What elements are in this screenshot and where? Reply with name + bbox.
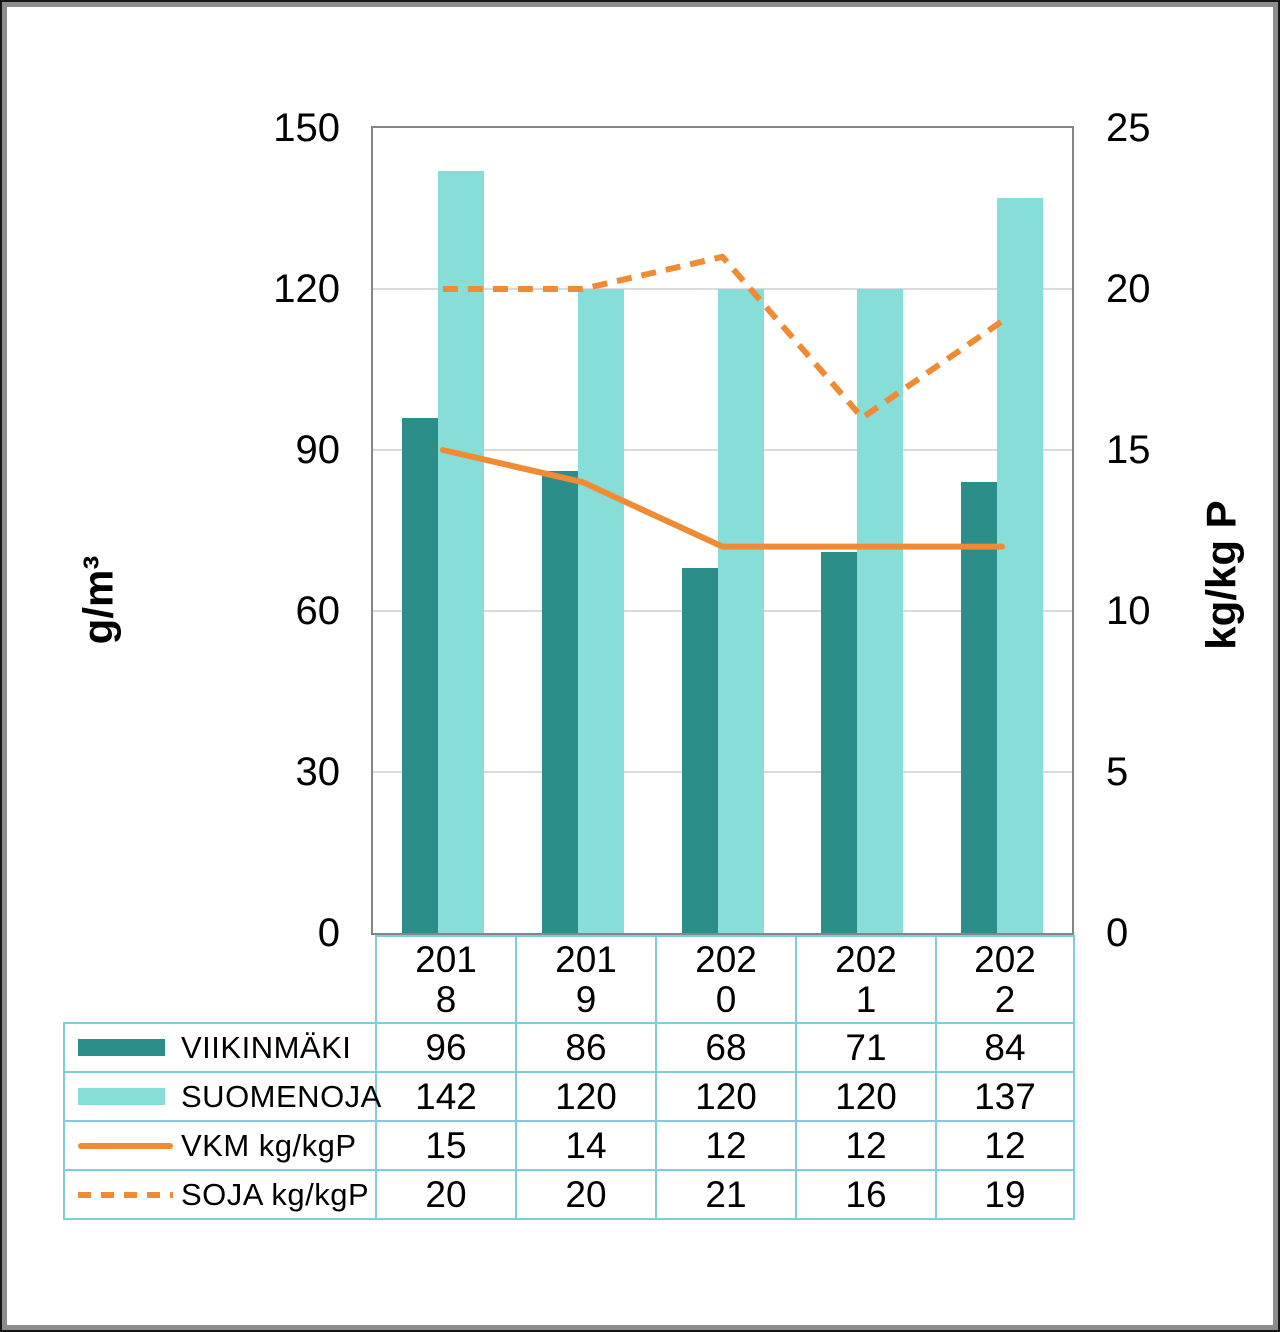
- bar-viikinm-ki-2020: [681, 568, 718, 933]
- value-vkm-kg-kgp-2021: 12: [795, 1120, 937, 1171]
- table-corner-cell: [64, 936, 376, 1023]
- legend-cell-viikinm-ki: VIIKINMÄKI: [63, 1022, 377, 1073]
- table-row-suomenoja: SUOMENOJA 142 120 120 120 137: [63, 1071, 1075, 1122]
- table-header-row: 201 8 201 9 202 0 202 1 202 2: [64, 935, 1075, 1024]
- value-soja-kg-kgp-2021: 16: [795, 1169, 937, 1220]
- bar-viikinm-ki-2021: [821, 551, 858, 933]
- bar-viikinm-ki-2019: [541, 471, 578, 933]
- value-viikinm-ki-2018: 96: [375, 1022, 517, 1073]
- legend-bar-swatch-icon: [78, 1039, 165, 1056]
- legend-inner-vkm-kg-kgp: VKM kg/kgP: [65, 1128, 375, 1164]
- legend-bar-swatch-icon: [78, 1088, 165, 1105]
- value-suomenoja-2021: 120: [795, 1071, 937, 1122]
- legend-swatch-box-viikinm-ki: [78, 1039, 173, 1056]
- data-table: 201 8 201 9 202 0 202 1 202 2 VIIKINMÄKI 96 86 6…: [63, 935, 1075, 1220]
- bar-suomenoja-2022: [997, 197, 1044, 933]
- value-soja-kg-kgp-2022: 19: [935, 1169, 1075, 1220]
- table-header-year-2020: 202 0: [655, 935, 797, 1024]
- value-vkm-kg-kgp-2018: 15: [375, 1120, 517, 1171]
- y-axis-left-tick-30: 30: [295, 750, 341, 794]
- value-suomenoja-2019: 120: [515, 1071, 657, 1122]
- table-row-vkm-kg-kgp: VKM kg/kgP 15 14 12 12 12: [63, 1120, 1075, 1171]
- legend-label-vkm-kg-kgp: VKM kg/kgP: [181, 1127, 357, 1163]
- line-vkm-kg-kgp: [439, 447, 1006, 550]
- bar-suomenoja-2020: [717, 289, 764, 933]
- y-axis-left-tick-90: 90: [295, 428, 341, 472]
- bar-viikinm-ki-2018: [401, 417, 438, 933]
- table-row-soja-kg-kgp: SOJA kg/kgP 20 20 21 16 19: [63, 1169, 1075, 1220]
- bar-suomenoja-2019: [577, 289, 624, 933]
- y-axis-right-tick-20: 20: [1106, 267, 1151, 311]
- table-header-year-2022: 202 2: [935, 935, 1075, 1024]
- y-axis-right-tick-15: 15: [1106, 428, 1151, 472]
- value-soja-kg-kgp-2019: 20: [515, 1169, 657, 1220]
- y-axis-left-tick-120: 120: [273, 267, 340, 311]
- value-viikinm-ki-2022: 84: [935, 1022, 1075, 1073]
- value-vkm-kg-kgp-2020: 12: [655, 1120, 797, 1171]
- bar-suomenoja-2018: [437, 170, 484, 933]
- value-vkm-kg-kgp-2022: 12: [935, 1120, 1075, 1171]
- y-axis-right-tick-5: 5: [1106, 750, 1129, 794]
- bar-viikinm-ki-2022: [961, 482, 998, 933]
- left-axis-title: g/m³: [74, 555, 121, 645]
- y-axis-left-tick-150: 150: [273, 106, 340, 150]
- table-header-year-2019: 201 9: [515, 935, 657, 1024]
- y-axis-right-tick-10: 10: [1106, 589, 1151, 633]
- y-axis-left-tick-60: 60: [295, 589, 341, 633]
- legend-cell-vkm-kg-kgp: VKM kg/kgP: [63, 1120, 377, 1171]
- legend-label-viikinm-ki: VIIKINMÄKI: [181, 1029, 352, 1065]
- value-viikinm-ki-2019: 86: [515, 1022, 657, 1073]
- legend-cell-soja-kg-kgp: SOJA kg/kgP: [63, 1169, 377, 1220]
- y-axis-right-tick-25: 25: [1106, 106, 1151, 150]
- legend-label-suomenoja: SUOMENOJA: [181, 1078, 382, 1114]
- left-axis-title-box: g/m³: [36, 490, 160, 710]
- value-vkm-kg-kgp-2019: 14: [515, 1120, 657, 1171]
- table-header-year-2018: 201 8: [375, 935, 517, 1024]
- line-soja-kg-kgp: [442, 253, 1004, 421]
- y-axis-right-tick-0: 0: [1106, 911, 1129, 955]
- plot-frame: [371, 126, 1074, 935]
- value-suomenoja-2018: 142: [375, 1071, 517, 1122]
- legend-inner-viikinm-ki: VIIKINMÄKI: [65, 1030, 375, 1066]
- legend-swatch-box-soja-kg-kgp: [78, 1191, 173, 1198]
- legend-inner-suomenoja: SUOMENOJA: [65, 1079, 381, 1115]
- legend-cell-suomenoja: SUOMENOJA: [63, 1071, 381, 1122]
- legend-dashed-line-swatch-icon: [78, 1191, 173, 1198]
- legend-swatch-box-vkm-kg-kgp: [78, 1142, 173, 1149]
- legend-solid-line-swatch-icon: [78, 1142, 173, 1149]
- y-axis-left-tick-0: 0: [317, 911, 340, 955]
- line-series-svg: [439, 253, 1006, 550]
- value-soja-kg-kgp-2018: 20: [375, 1169, 517, 1220]
- table-row-viikinm-ki: VIIKINMÄKI 96 86 68 71 84: [63, 1022, 1075, 1073]
- value-suomenoja-2022: 137: [935, 1071, 1075, 1122]
- value-viikinm-ki-2020: 68: [655, 1022, 797, 1073]
- legend-swatch-box-suomenoja: [78, 1088, 173, 1105]
- table-header-year-2021: 202 1: [795, 935, 937, 1024]
- value-suomenoja-2020: 120: [655, 1071, 797, 1122]
- legend-label-soja-kg-kgp: SOJA kg/kgP: [181, 1176, 370, 1212]
- value-soja-kg-kgp-2020: 21: [655, 1169, 797, 1220]
- legend-inner-soja-kg-kgp: SOJA kg/kgP: [65, 1177, 375, 1213]
- value-viikinm-ki-2021: 71: [795, 1022, 937, 1073]
